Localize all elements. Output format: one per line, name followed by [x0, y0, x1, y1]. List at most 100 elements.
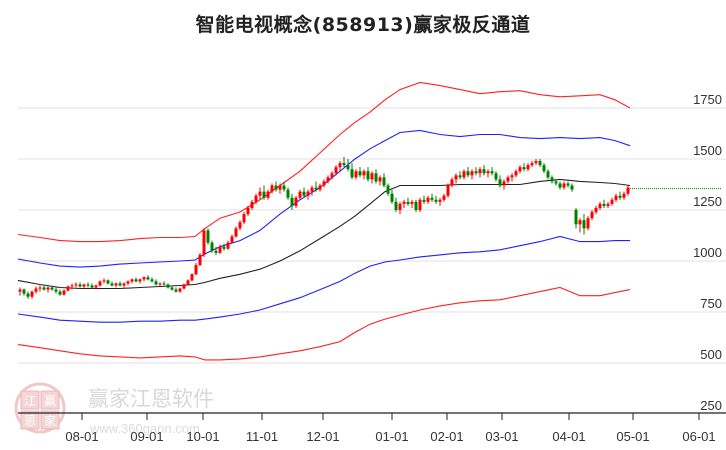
candle-up: [502, 181, 506, 186]
candle-up: [126, 281, 130, 284]
x-tick-label: 09-01: [130, 429, 163, 444]
y-tick-label: 1500: [693, 143, 722, 158]
candle-down: [118, 283, 122, 286]
candle-down: [222, 246, 226, 249]
candle-up: [190, 274, 194, 281]
candle-up: [330, 173, 334, 178]
y-axis: 250 500 750 1000 1250 1500 1750: [693, 92, 722, 413]
candle-up: [294, 197, 298, 206]
candle-up: [486, 171, 490, 174]
lower-inner-band-line: [17, 235, 630, 323]
candle-up: [62, 290, 66, 295]
candle-down: [582, 220, 586, 229]
candle-down: [146, 277, 150, 280]
y-tick-label: 250: [700, 398, 722, 413]
upper-inner-band-line: [17, 129, 631, 268]
lower-outer-band-line: [17, 286, 631, 361]
x-tick-label: 08-01: [65, 429, 98, 444]
candle-down: [466, 171, 470, 176]
candle-up: [30, 291, 34, 297]
candle-down: [482, 169, 486, 174]
channel-bands: [17, 81, 631, 361]
middle-line-line: [17, 178, 631, 290]
candle-up: [234, 228, 238, 237]
candle-up: [202, 230, 206, 255]
candle-up: [526, 165, 530, 170]
candle-up: [38, 287, 42, 289]
candle-up: [310, 187, 314, 192]
candle-up: [402, 201, 406, 204]
candle-up: [446, 185, 450, 196]
x-tick-label: 12-01: [306, 429, 339, 444]
candle-up: [238, 222, 242, 229]
candle-up: [338, 163, 342, 168]
candle-down: [154, 281, 158, 285]
x-tick-label: 10-01: [186, 429, 219, 444]
upper-outer-band-line: [17, 81, 631, 243]
candle-up: [586, 218, 590, 229]
candle-down: [302, 191, 306, 196]
candle-down: [342, 163, 346, 166]
candle-up: [306, 191, 310, 196]
watermark-url: www.360gann.com: [89, 421, 200, 436]
candle-up: [398, 203, 402, 210]
candle-down: [174, 289, 178, 292]
candle-up: [594, 207, 598, 213]
candle-up: [562, 183, 566, 188]
candle-up: [94, 285, 98, 288]
candle-up: [506, 177, 510, 182]
candle-down: [566, 183, 570, 186]
candle-down: [458, 175, 462, 178]
candle-up: [142, 277, 146, 280]
candle-down: [50, 287, 54, 290]
candle-up: [370, 173, 374, 180]
candle-down: [358, 171, 362, 176]
x-tick-label: 03-01: [485, 429, 518, 444]
candle-down: [430, 197, 434, 200]
candle-up: [462, 171, 466, 178]
x-tick-label: 05-01: [616, 429, 649, 444]
candle-down: [54, 289, 58, 292]
candle-up: [626, 187, 630, 194]
candle-down: [42, 287, 46, 290]
candle-up: [102, 280, 106, 282]
candle-up: [34, 288, 38, 292]
candle-up: [194, 265, 198, 275]
candle-up: [138, 279, 142, 282]
y-tick-label: 500: [700, 347, 722, 362]
candle-up: [518, 167, 522, 172]
candle-down: [366, 171, 370, 180]
candle-down: [574, 210, 578, 225]
y-tick-label: 1000: [693, 245, 722, 260]
candle-down: [110, 283, 114, 286]
candle-up: [230, 236, 234, 243]
candle-up: [514, 171, 518, 176]
candle-up: [298, 191, 302, 198]
candle-down: [390, 193, 394, 202]
candle-up: [410, 201, 414, 204]
candle-up: [454, 175, 458, 180]
candle-down: [618, 195, 622, 198]
candle-up: [114, 283, 118, 286]
candle-down: [22, 289, 26, 294]
candle-up: [218, 246, 222, 253]
candle-up: [254, 195, 258, 202]
candle-up: [438, 199, 442, 202]
candle-down: [602, 203, 606, 206]
candle-down: [86, 284, 90, 286]
candle-up: [98, 281, 102, 286]
candle-up: [66, 286, 70, 291]
candle-down: [374, 173, 378, 182]
candlesticks: [18, 156, 630, 299]
candle-down: [282, 185, 286, 190]
svg-text:恩: 恩: [24, 414, 36, 428]
candle-up: [246, 207, 250, 215]
candle-down: [550, 177, 554, 182]
x-tick-label: 11-01: [246, 429, 278, 444]
candle-up: [622, 193, 626, 198]
candle-up: [442, 195, 446, 200]
candle-down: [474, 171, 478, 174]
candle-down: [434, 199, 438, 202]
watermark-brand: 赢家江恩软件: [88, 387, 214, 411]
